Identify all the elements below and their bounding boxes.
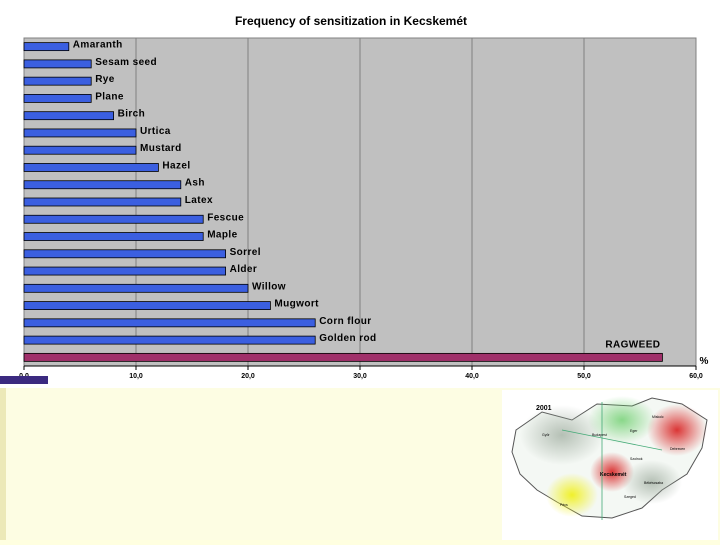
svg-text:Győr: Győr — [542, 433, 550, 437]
x-tick-label: 50,0 — [577, 373, 591, 380]
bar — [23, 232, 204, 241]
bar — [23, 283, 249, 293]
bar-label: RAGWEED — [605, 339, 660, 350]
bar — [23, 318, 316, 328]
bar — [23, 163, 159, 172]
bar-label: Birch — [118, 109, 146, 120]
bar-chart: 0,010,020,030,040,050,060,0%AmaranthSesa… — [19, 37, 709, 380]
bar-label: Rye — [95, 74, 115, 85]
bar-label: Latex — [185, 195, 213, 206]
bar — [23, 335, 316, 345]
bar-label: Plane — [95, 91, 124, 102]
bar — [23, 197, 182, 207]
bar-label: Sorrel — [230, 247, 261, 258]
svg-text:Debrecen: Debrecen — [670, 447, 685, 451]
bar — [23, 76, 92, 86]
bar — [23, 59, 92, 69]
x-tick-label: 40,0 — [465, 373, 479, 380]
svg-text:Eger: Eger — [630, 429, 638, 433]
bar-label: Ash — [185, 178, 205, 189]
bar — [23, 111, 114, 121]
svg-text:Szeged: Szeged — [624, 495, 636, 499]
svg-text:Miskolc: Miskolc — [652, 415, 664, 419]
svg-text:Kecskemét: Kecskemét — [600, 472, 627, 478]
bar-label: Hazel — [162, 160, 190, 171]
x-tick-label: 60,0 — [689, 373, 703, 380]
bar — [23, 249, 227, 259]
bar — [23, 94, 92, 103]
bar — [23, 266, 227, 276]
x-tick-label: 10,0 — [129, 373, 143, 380]
bar-label: Mugwort — [274, 299, 319, 310]
bar-label: Alder — [230, 264, 258, 275]
bar-label: Mustard — [140, 143, 182, 154]
svg-text:Szolnok: Szolnok — [630, 457, 643, 461]
chart-panel: Frequency of sensitization in Kecskemét … — [0, 0, 720, 388]
bar-label: Amaranth — [73, 40, 123, 51]
bar-label: Golden rod — [319, 333, 376, 344]
hungary-map-inset: 2001 Kecskemét Budapest Eger Debrecen Sz… — [502, 390, 718, 540]
x-axis-unit: % — [700, 356, 709, 367]
x-tick-label: 20,0 — [241, 373, 255, 380]
decorative-stripe — [0, 376, 48, 384]
bar-label: Sesam seed — [95, 57, 157, 68]
hungary-map-image: 2001 Kecskemét Budapest Eger Debrecen Sz… — [511, 396, 708, 520]
x-tick-label: 30,0 — [353, 373, 367, 380]
bar-highlight — [23, 352, 663, 362]
bar-label: Willow — [252, 281, 286, 292]
bar — [23, 145, 137, 155]
svg-text:Pécs: Pécs — [560, 503, 568, 507]
bar — [23, 180, 182, 190]
bar — [23, 128, 137, 138]
svg-text:Békéscsaba: Békéscsaba — [644, 481, 663, 485]
bar — [23, 301, 271, 310]
bar-label: Maple — [207, 230, 237, 241]
bar-label: Urtica — [140, 126, 171, 137]
bar-label: Corn flour — [319, 316, 371, 327]
bar — [23, 42, 70, 52]
bar — [23, 214, 204, 224]
chart-title: Frequency of sensitization in Kecskemét — [234, 14, 468, 28]
map-year-label: 2001 — [536, 405, 552, 412]
bar-label: Fescue — [207, 212, 244, 223]
svg-text:Budapest: Budapest — [592, 433, 607, 437]
